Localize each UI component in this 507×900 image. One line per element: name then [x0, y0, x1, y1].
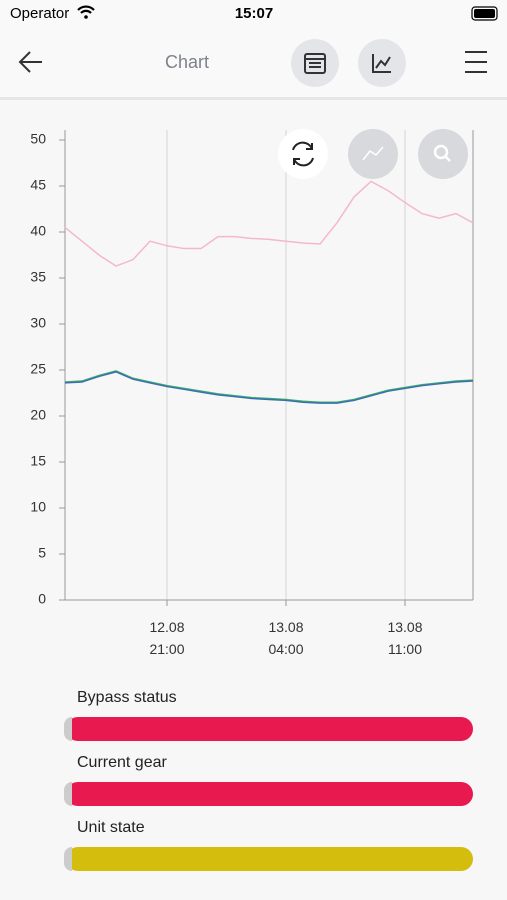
calendar-icon	[304, 53, 326, 74]
y-tick-label: 35	[30, 269, 46, 285]
zoom-button[interactable]	[418, 129, 468, 179]
calendar-lines	[305, 58, 325, 68]
refresh-icon	[292, 141, 314, 167]
menu-button[interactable]	[465, 51, 487, 73]
clock: 15:07	[235, 5, 273, 22]
series-line	[64, 371, 474, 404]
status-label: Current gear	[77, 754, 167, 771]
chart-icon	[372, 54, 391, 73]
y-tick-label: 40	[30, 223, 46, 239]
carrier: Operator	[10, 5, 69, 22]
y-tick-label: 45	[30, 177, 46, 193]
header-shadow	[0, 97, 507, 100]
points-icon	[362, 146, 384, 161]
y-tick-label: 15	[30, 453, 46, 469]
y-tick-label: 20	[30, 407, 46, 423]
series-line	[64, 180, 474, 267]
battery-level	[474, 9, 495, 18]
x-tick-label: 13.08 11:00	[387, 619, 423, 657]
x-tick-label: 12.08 21:00	[149, 619, 185, 657]
x-tick-label: 13.08 04:00	[268, 619, 304, 657]
wifi-dot	[84, 15, 88, 19]
y-tick-label: 10	[30, 499, 46, 515]
status-bar	[66, 782, 473, 806]
y-tick-label: 0	[38, 591, 46, 607]
plot: 0 5 10 15 20 25 30 35 40 45 50	[30, 130, 474, 607]
back-button[interactable]	[18, 51, 42, 73]
status-label: Bypass status	[77, 689, 177, 706]
status-bar-cap	[64, 782, 72, 806]
wifi-icon	[77, 5, 95, 14]
zoom-handle	[444, 155, 451, 162]
y-tick-label: 30	[30, 315, 46, 331]
y-tick-label: 50	[30, 131, 46, 147]
status-bar	[66, 847, 473, 871]
refresh-button[interactable]	[278, 129, 328, 179]
points-button[interactable]	[348, 129, 398, 179]
status-bar-cap	[64, 717, 72, 741]
y-tick-label: 5	[38, 545, 46, 561]
series-line	[64, 370, 474, 403]
battery	[471, 6, 498, 21]
y-tick-label: 25	[30, 361, 46, 377]
status-bar	[66, 717, 473, 741]
zoom-icon	[433, 144, 449, 160]
status-label: Unit state	[77, 819, 145, 836]
status-bar-cap	[64, 847, 72, 871]
page-title: Chart	[165, 52, 209, 72]
